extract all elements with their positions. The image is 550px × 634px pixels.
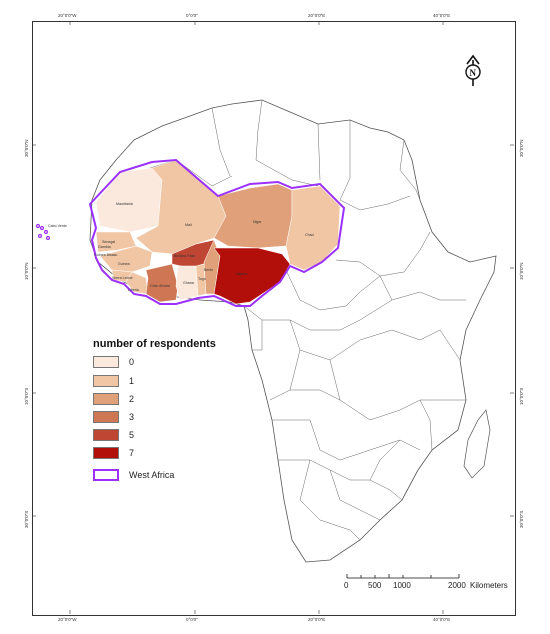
legend-item-1: 1 [93,375,134,387]
coord-top-4: 40°0'0"E [433,13,451,18]
label-mali: Mali [185,223,192,227]
country-ghana [175,265,199,301]
label-benin: Benin [204,268,213,272]
country-nigeria [213,247,291,305]
legend-swatch-4 [93,429,119,441]
label-nigeria: Nigeria [236,272,247,276]
country-cote-divoire [145,263,179,303]
label-chad: Chad [305,233,314,237]
legend-label-5: 7 [129,448,135,458]
label-cabo-verde: Cabo Verde [48,224,67,228]
legend-item-4: 5 [93,429,134,441]
madagascar [463,409,491,479]
label-gambia: Gambia [98,245,111,249]
west-africa-boundary [88,158,346,307]
north-arrow-icon: N [465,54,481,86]
legend-item-5: 7 [93,447,134,459]
label-guinea-bissau: Guinea Bissau [94,253,117,257]
coord-top-1: 20°0'0"W [58,13,77,18]
label-burkina-faso: Burkina Faso [174,254,195,258]
label-guinea: Guinea [118,262,130,266]
legend-swatch-5 [93,447,119,459]
scale-unit: Kilometers [470,581,508,590]
coord-bottom-2: 0°0'0" [186,617,198,622]
legend-label-west-africa: West Africa [129,470,175,480]
label-senegal: Senegal [102,240,115,244]
scale-tick-500: 500 [368,581,382,590]
graticule-ticks [32,21,514,614]
coord-top-3: 20°0'0"E [308,13,326,18]
label-cote-divoire: Côte d'Ivoire [150,284,170,288]
legend-item-3: 3 [93,411,134,423]
legend-swatch-1 [93,375,119,387]
coord-bottom-1: 20°0'0"W [58,617,77,622]
north-letter: N [470,68,477,78]
scale-tick-2000: 2000 [448,581,466,590]
coord-top-2: 0°0'0" [186,13,198,18]
scale-bar [346,574,460,579]
label-sierra-leone: Sierra Leone [112,276,133,280]
legend-title: number of respondents [93,338,216,350]
country-borders [149,99,466,541]
legend-swatch-west-africa [93,469,119,481]
legend-label-3: 3 [129,412,135,422]
legend-label-2: 2 [129,394,135,404]
country-senegal [95,231,137,253]
legend-label-0: 0 [129,357,135,367]
scale-tick-0: 0 [344,581,349,590]
label-liberia: Liberia [128,288,139,292]
label-mauritania: Mauritania [116,202,133,206]
scale-tick-1000: 1000 [393,581,411,590]
coord-bottom-3: 20°0'0"E [308,617,326,622]
legend-item-0: 0 [93,356,134,368]
legend-item-2: 2 [93,393,134,405]
label-niger: Niger [253,220,262,224]
legend-swatch-3 [93,411,119,423]
west-africa-countries [95,159,341,305]
cabo-verde-islands [35,223,51,241]
country-labels: Mauritania Mali Niger Chad Senegal Gambi… [48,202,314,292]
coord-bottom-4: 40°0'0"E [433,617,451,622]
label-ghana: Ghana [183,281,194,285]
label-togo: Togo [198,277,206,281]
legend-label-4: 5 [129,430,135,440]
legend-swatch-2 [93,393,119,405]
legend-label-1: 1 [129,376,135,386]
legend-swatch-0 [93,356,119,368]
legend-item-west-africa: West Africa [93,469,174,481]
